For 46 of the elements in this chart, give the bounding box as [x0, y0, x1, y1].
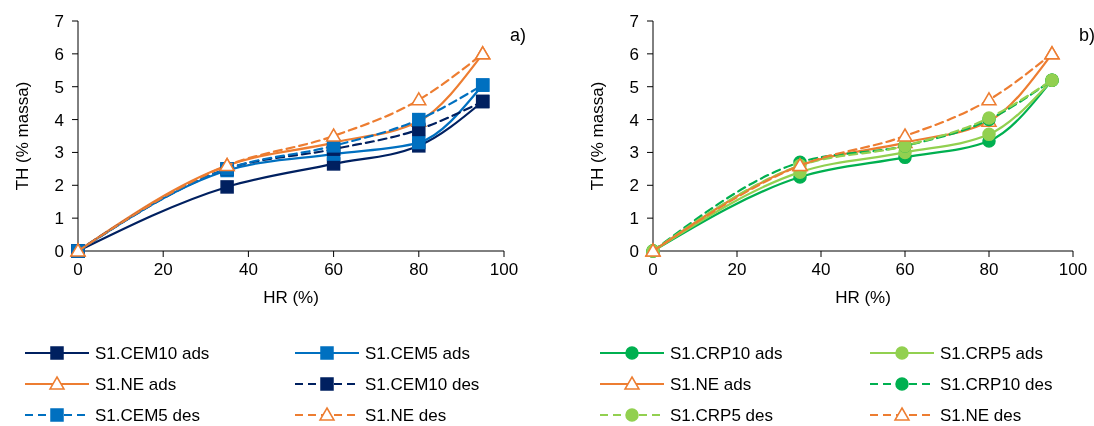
- y-tick-label: 1: [54, 209, 64, 229]
- legend-label: S1.CEM10 ads: [95, 344, 210, 363]
- x-tick-label: 80: [979, 260, 999, 279]
- x-tick-label: 20: [727, 260, 747, 279]
- y-axis-title: TH (% massa): [588, 81, 607, 191]
- y-tick-label: 5: [629, 77, 639, 97]
- y-tick-label: 7: [629, 12, 639, 31]
- y-tick-label: 6: [54, 44, 64, 64]
- legend-label: S1.NE des: [365, 406, 447, 425]
- y-tick-label: 2: [629, 176, 639, 196]
- x-axis-title: HR (%): [835, 288, 891, 307]
- y-tick-label: 4: [54, 110, 64, 130]
- x-tick-label: 100: [1058, 260, 1088, 279]
- x-tick-label: 100: [489, 260, 519, 279]
- legend-label: S1.NE des: [940, 406, 1022, 425]
- legend-label: S1.CEM5 ads: [365, 344, 470, 363]
- legend-label: S1.CRP5 ads: [940, 344, 1043, 363]
- legend-label: S1.NE ads: [670, 375, 752, 394]
- text: a): [510, 25, 527, 45]
- y-tick-label: 0: [54, 242, 64, 261]
- y-tick-label: 4: [629, 110, 639, 130]
- x-tick-label: 0: [73, 260, 83, 279]
- legend-label: S1.CEM5 des: [95, 406, 200, 425]
- y-tick-label: 3: [54, 143, 64, 163]
- x-tick-label: 60: [324, 260, 344, 279]
- y-tick-label: 5: [54, 77, 64, 97]
- y-tick-label: 7: [54, 12, 64, 31]
- legend-label: S1.CRP10 des: [940, 375, 1053, 394]
- legend-label: S1.CRP10 ads: [670, 344, 783, 363]
- x-tick-label: 40: [811, 260, 831, 279]
- x-tick-label: 60: [895, 260, 915, 279]
- x-tick-label: 0: [648, 260, 658, 279]
- legend-label: S1.CRP5 des: [670, 406, 773, 425]
- x-tick-label: 40: [238, 260, 258, 279]
- x-axis-title: HR (%): [263, 288, 319, 307]
- y-axis-title: TH (% massa): [13, 81, 32, 191]
- x-tick-label: 20: [153, 260, 173, 279]
- y-tick-label: 0: [629, 242, 639, 261]
- text: b): [1079, 25, 1094, 45]
- y-tick-label: 2: [54, 176, 64, 196]
- legend-label: S1.NE ads: [95, 375, 177, 394]
- y-tick-label: 3: [629, 143, 639, 163]
- x-tick-label: 80: [409, 260, 429, 279]
- legend-label: S1.CEM10 des: [365, 375, 480, 394]
- y-tick-label: 1: [629, 209, 639, 229]
- y-tick-label: 6: [629, 44, 639, 64]
